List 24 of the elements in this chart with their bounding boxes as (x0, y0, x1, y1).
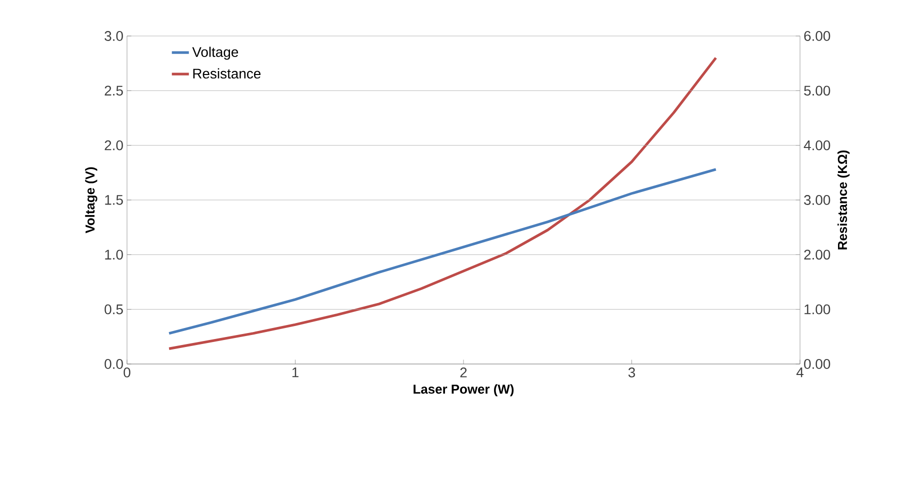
y-tick-label: 1.5 (105, 195, 123, 205)
y-axis-title: Voltage (V) (85, 167, 98, 234)
y-tick-label: 0.0 (104, 359, 123, 369)
y2-tick-label: 3.00 (804, 195, 830, 205)
legend-label: Voltage (192, 46, 238, 60)
y-tick-label: 1.0 (105, 250, 123, 260)
y2-tick-label: 2.00 (804, 250, 830, 260)
x-tick-label: 0 (124, 368, 130, 378)
y-tick-label: 0.5 (104, 304, 123, 314)
x-tick-label: 3 (628, 368, 636, 378)
y-tick-label: 2.0 (104, 140, 123, 150)
y2-tick-label: 5.00 (804, 86, 830, 96)
y2-tick-label: 6.00 (804, 31, 830, 41)
y-tick-label: 2.5 (104, 86, 123, 96)
x-tick-label: 4 (796, 368, 804, 378)
x-tick-label: 1 (292, 368, 298, 378)
y-tick-label: 3.0 (104, 31, 123, 41)
x-axis-title: Laser Power (W) (414, 384, 514, 396)
x-tick-label: 2 (460, 368, 467, 378)
y2-axis-title: Resistance (KΩ) (838, 150, 850, 250)
legend-label: Resistance (193, 68, 261, 79)
y2-tick-label: 1.00 (804, 304, 830, 314)
y2-tick-label: 4.00 (804, 140, 830, 150)
y2-tick-label: 0.00 (804, 359, 830, 369)
